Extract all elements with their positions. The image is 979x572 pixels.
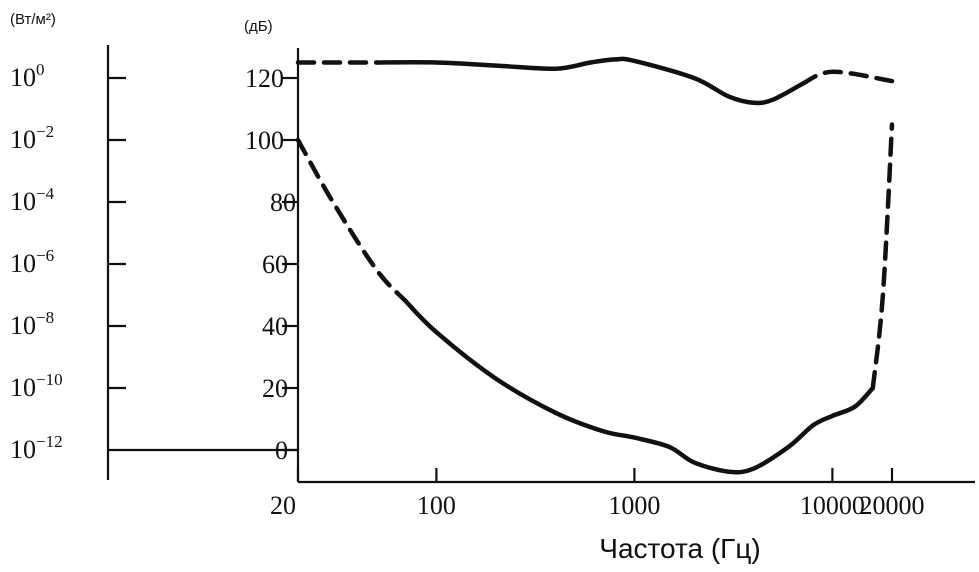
intensity-tick-label: 10−8 xyxy=(10,308,54,340)
intensity-tick-base: 10 xyxy=(10,63,36,92)
intensity-tick-exponent: −8 xyxy=(36,308,54,327)
intensity-tick-exponent: −6 xyxy=(36,246,54,265)
frequency-tick-label: 100 xyxy=(417,491,456,520)
db-tick-label: 0 xyxy=(275,436,288,465)
db-tick-label: 120 xyxy=(245,64,284,93)
db-ticks: 0 20 40 60 80 100 120 xyxy=(245,64,298,465)
frequency-tick-label: 20000 xyxy=(860,491,925,520)
intensity-tick-exponent: 0 xyxy=(36,60,45,79)
intensity-tick-label: 10−2 xyxy=(10,122,54,154)
db-tick-label: 80 xyxy=(270,188,296,217)
frequency-tick-label: 1000 xyxy=(608,491,660,520)
intensity-tick-label: 10−10 xyxy=(10,370,63,402)
db-unit-label: (дБ) xyxy=(244,18,273,35)
hearing-threshold-curve-solid xyxy=(403,298,876,475)
frequency-axis-title: Частота (Гц) xyxy=(599,533,760,564)
intensity-tick-base: 10 xyxy=(10,373,36,402)
intensity-tick-exponent: −4 xyxy=(36,184,55,203)
pain-threshold-curve-dashed xyxy=(799,69,895,87)
hearing-threshold-curve-dashed xyxy=(295,137,408,304)
curves xyxy=(295,56,895,475)
intensity-tick-label: 10−12 xyxy=(10,432,63,464)
intensity-tick-exponent: −2 xyxy=(36,122,54,141)
frequency-tick-label: 10000 xyxy=(800,491,865,520)
db-tick-label: 20 xyxy=(262,374,288,403)
db-axis: (дБ) xyxy=(244,18,975,484)
intensity-tick-label: 10−4 xyxy=(10,184,55,216)
db-tick-label: 100 xyxy=(245,126,284,155)
intensity-tick-label: 100 xyxy=(10,60,45,92)
pain-threshold-curve-solid xyxy=(374,56,804,106)
hearing-threshold-curve-dashed xyxy=(870,122,895,391)
intensity-tick-exponent: −12 xyxy=(36,432,63,451)
frequency-tick-label: 20 xyxy=(270,491,296,520)
db-tick-label: 40 xyxy=(262,312,288,341)
intensity-tick-base: 10 xyxy=(10,125,36,154)
intensity-tick-base: 10 xyxy=(10,311,36,340)
intensity-tick-exponent: −10 xyxy=(36,370,63,389)
intensity-tick-base: 10 xyxy=(10,187,36,216)
intensity-tick-base: 10 xyxy=(10,435,36,464)
intensity-unit-label: (Вт/м²) xyxy=(10,11,56,28)
intensity-tick-base: 10 xyxy=(10,249,36,278)
intensity-tick-label: 10−6 xyxy=(10,246,54,278)
intensity-axis: (Вт/м²) xyxy=(10,11,110,480)
db-tick-label: 60 xyxy=(262,250,288,279)
